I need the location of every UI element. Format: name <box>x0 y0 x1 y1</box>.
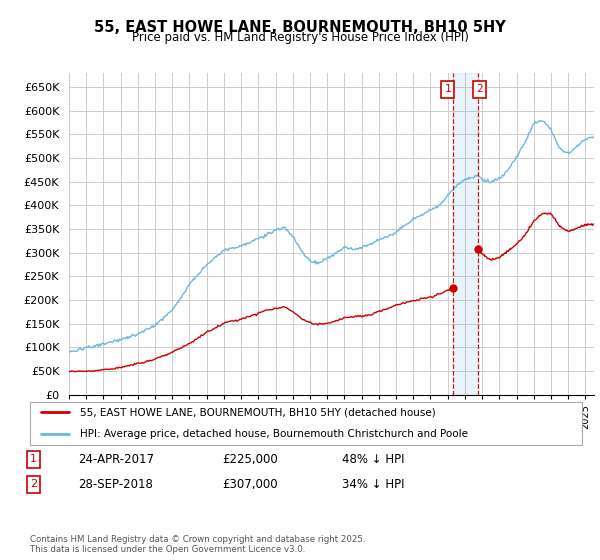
Text: Contains HM Land Registry data © Crown copyright and database right 2025.
This d: Contains HM Land Registry data © Crown c… <box>30 535 365 554</box>
Text: 34% ↓ HPI: 34% ↓ HPI <box>342 478 404 491</box>
Text: 55, EAST HOWE LANE, BOURNEMOUTH, BH10 5HY: 55, EAST HOWE LANE, BOURNEMOUTH, BH10 5H… <box>94 20 506 35</box>
Text: 1: 1 <box>30 454 37 464</box>
Text: £225,000: £225,000 <box>222 452 278 466</box>
Text: 48% ↓ HPI: 48% ↓ HPI <box>342 452 404 466</box>
Bar <box>453 73 478 395</box>
Text: £307,000: £307,000 <box>222 478 278 491</box>
Text: Price paid vs. HM Land Registry's House Price Index (HPI): Price paid vs. HM Land Registry's House … <box>131 31 469 44</box>
Text: 1: 1 <box>445 85 451 95</box>
Text: 55, EAST HOWE LANE, BOURNEMOUTH, BH10 5HY (detached house): 55, EAST HOWE LANE, BOURNEMOUTH, BH10 5H… <box>80 408 436 417</box>
Text: 2: 2 <box>30 479 37 489</box>
Text: 28-SEP-2018: 28-SEP-2018 <box>78 478 153 491</box>
Text: HPI: Average price, detached house, Bournemouth Christchurch and Poole: HPI: Average price, detached house, Bour… <box>80 430 467 439</box>
Text: 24-APR-2017: 24-APR-2017 <box>78 452 154 466</box>
Text: 2: 2 <box>476 85 483 95</box>
